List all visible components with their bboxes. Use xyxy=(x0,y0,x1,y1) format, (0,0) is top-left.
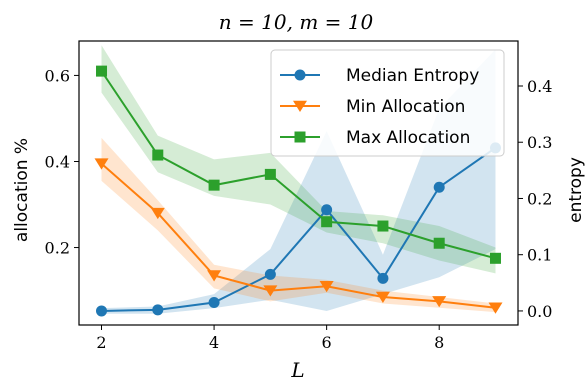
min-allocation-point xyxy=(94,158,109,170)
x-axis-ticks: 2 4 6 8 xyxy=(96,325,444,352)
x-tick-label: 4 xyxy=(209,333,219,352)
max-allocation-point xyxy=(96,65,108,77)
min-allocation-point xyxy=(319,281,334,293)
median-entropy-point xyxy=(433,181,445,193)
median-entropy-point xyxy=(208,297,220,309)
min-allocation-line xyxy=(100,162,496,309)
x-tick-label: 6 xyxy=(322,333,332,352)
min-allocation-point xyxy=(150,207,165,220)
legend-box xyxy=(270,49,505,157)
median-entropy-point xyxy=(152,304,164,316)
legend-max-allocation-label: Max Allocation xyxy=(346,128,470,148)
median-entropy-point xyxy=(264,268,276,280)
max-allocation-band xyxy=(101,45,496,274)
right-tick-label: 0.3 xyxy=(527,133,552,152)
max-allocation-line xyxy=(100,70,496,260)
right-tick-label: 0.1 xyxy=(527,246,552,265)
median-entropy-line xyxy=(101,147,497,312)
left-axis-ticks: 0.2 0.4 0.6 xyxy=(45,66,79,258)
max-allocation-point xyxy=(433,237,445,249)
right-tick-label: 0.2 xyxy=(527,189,552,208)
right-tick-label: 0.4 xyxy=(527,77,552,96)
chart-title: n = 10, m = 10 xyxy=(219,10,374,34)
max-allocation-point xyxy=(208,179,220,191)
right-axis-ticks: 0.0 0.1 0.2 0.3 0.4 xyxy=(518,77,552,321)
legend-min-allocation-label: Min Allocation xyxy=(346,97,465,117)
min-allocation-point xyxy=(488,302,503,314)
legend-min-allocation-marker xyxy=(293,100,307,112)
series-lines xyxy=(100,70,497,312)
plot-frame xyxy=(78,40,519,326)
left-tick-label: 0.2 xyxy=(45,239,70,258)
max-allocation-point xyxy=(152,149,164,161)
max-allocation-point xyxy=(377,220,389,232)
max-allocation-point xyxy=(321,216,333,228)
legend-median-entropy-marker xyxy=(294,69,306,81)
min-allocation-point xyxy=(263,285,278,297)
min-allocation-point xyxy=(207,270,222,282)
min-allocation-point xyxy=(432,296,447,308)
x-tick-label: 8 xyxy=(434,333,444,352)
legend-max-allocation-marker xyxy=(294,131,306,143)
legend: Median Entropy Min Allocation Max Allocati… xyxy=(270,49,505,157)
left-tick-label: 0.4 xyxy=(45,152,70,171)
median-entropy-point xyxy=(377,272,389,284)
x-axis-label: L xyxy=(290,358,304,382)
legend-median-entropy-label: Median Entropy xyxy=(346,66,479,86)
median-entropy-band xyxy=(101,49,496,314)
y-axis-label-left: allocation % xyxy=(12,138,32,242)
y-axis-label-right: entropy xyxy=(566,157,585,223)
right-tick-label: 0.0 xyxy=(527,302,552,321)
left-tick-label: 0.6 xyxy=(45,66,70,85)
min-allocation-band xyxy=(101,137,496,313)
min-allocation-point xyxy=(375,291,390,303)
max-allocation-point xyxy=(489,252,501,264)
median-entropy-point xyxy=(96,305,108,317)
x-tick-label: 2 xyxy=(96,333,106,352)
max-allocation-point xyxy=(264,168,276,180)
confidence-bands xyxy=(101,45,496,314)
median-entropy-point xyxy=(321,204,333,216)
